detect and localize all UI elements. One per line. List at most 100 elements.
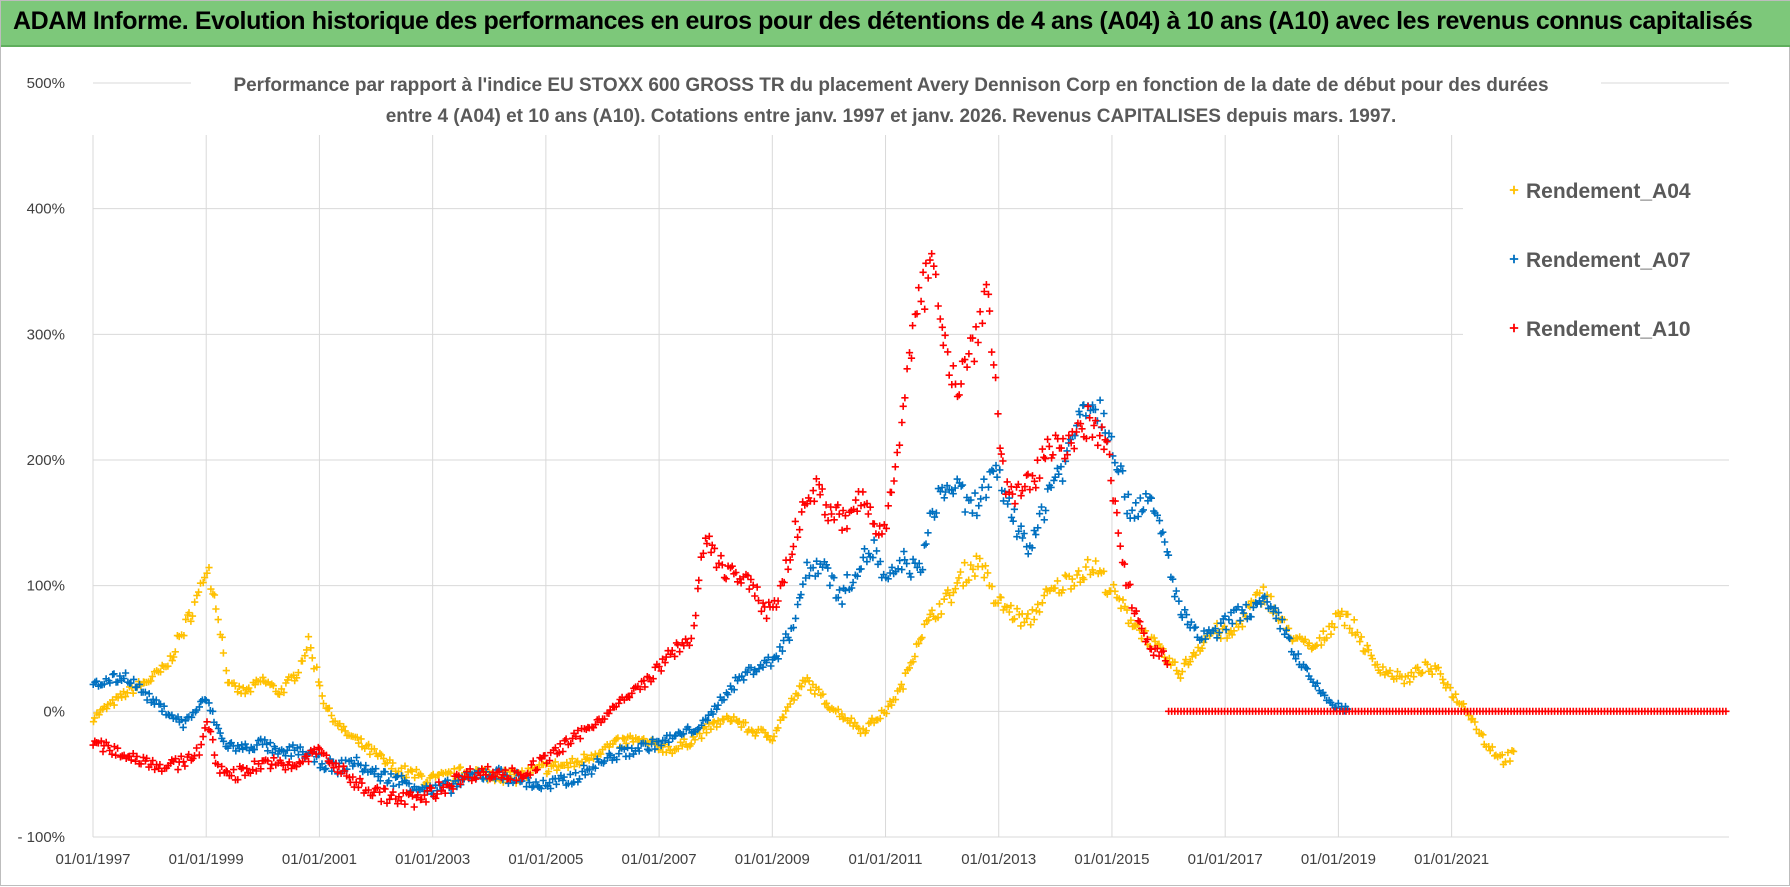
data-point-rendement_a04 <box>214 616 222 624</box>
data-point-rendement_a07 <box>697 721 706 729</box>
data-point-rendement_a10 <box>939 341 947 349</box>
legend-label: Rendement_A04 <box>1526 180 1691 203</box>
data-point-rendement_a10 <box>717 552 725 560</box>
data-point-rendement_a10 <box>364 786 373 794</box>
data-point-rendement_a04 <box>205 564 213 572</box>
data-point-rendement_a10 <box>358 779 366 787</box>
data-point-rendement_a07 <box>214 724 223 733</box>
data-point-rendement_a04 <box>749 728 757 736</box>
data-point-rendement_a04 <box>935 600 944 608</box>
data-point-rendement_a04 <box>897 680 905 688</box>
data-point-rendement_a04 <box>307 644 315 652</box>
data-point-rendement_a10 <box>796 526 804 534</box>
data-point-rendement_a10 <box>876 522 884 530</box>
data-point-rendement_a10 <box>1098 423 1106 431</box>
data-point-rendement_a10 <box>841 512 849 520</box>
data-point-rendement_a10 <box>555 749 563 757</box>
data-point-rendement_a07 <box>1242 601 1250 609</box>
data-point-rendement_a10 <box>662 653 670 661</box>
data-point-rendement_a04 <box>1406 678 1414 686</box>
data-point-rendement_a04 <box>1376 669 1384 677</box>
x-tick-label: 01/01/1999 <box>169 851 244 868</box>
data-point-rendement_a10 <box>201 724 209 732</box>
data-point-rendement_a04 <box>735 717 743 725</box>
data-point-rendement_a07 <box>841 586 849 595</box>
legend-marker <box>1509 185 1519 195</box>
y-tick-label: - 100% <box>17 829 65 846</box>
data-point-rendement_a04 <box>377 751 385 759</box>
data-point-rendement_a10 <box>757 607 765 615</box>
data-point-rendement_a10 <box>257 765 265 773</box>
data-point-rendement_a04 <box>716 720 724 728</box>
data-point-rendement_a04 <box>1344 610 1352 618</box>
data-point-rendement_a10 <box>1030 477 1039 485</box>
data-point-rendement_a10 <box>839 506 847 515</box>
data-point-rendement_a07 <box>1247 613 1255 621</box>
data-point-rendement_a10 <box>1003 478 1011 486</box>
data-point-rendement_a07 <box>1286 634 1294 643</box>
data-point-rendement_a10 <box>891 463 899 471</box>
data-point-rendement_a10 <box>414 791 422 799</box>
data-point-rendement_a07 <box>967 496 975 504</box>
data-point-rendement_a10 <box>882 524 890 532</box>
data-point-rendement_a10 <box>339 762 348 770</box>
data-point-rendement_a07 <box>977 495 985 503</box>
data-point-rendement_a10 <box>887 488 895 496</box>
data-point-rendement_a07 <box>799 580 807 588</box>
data-point-rendement_a07 <box>919 566 927 574</box>
title-background <box>191 63 1601 133</box>
data-point-rendement_a04 <box>1073 571 1081 579</box>
data-point-rendement_a07 <box>813 557 821 565</box>
data-point-rendement_a04 <box>1386 667 1394 675</box>
data-point-rendement_a10 <box>133 752 141 760</box>
data-point-rendement_a04 <box>1407 669 1415 677</box>
data-point-rendement_a04 <box>1013 605 1021 613</box>
data-point-rendement_a07 <box>1257 600 1265 608</box>
data-point-rendement_a10 <box>969 334 977 342</box>
data-point-rendement_a04 <box>1501 758 1509 766</box>
data-point-rendement_a10 <box>322 751 330 759</box>
data-point-rendement_a04 <box>691 736 699 744</box>
data-point-rendement_a07 <box>606 751 614 759</box>
data-point-rendement_a07 <box>884 575 892 583</box>
data-point-rendement_a07 <box>362 761 370 770</box>
data-point-rendement_a07 <box>1057 463 1065 471</box>
data-point-rendement_a07 <box>1267 603 1275 611</box>
data-point-rendement_a10 <box>591 721 600 729</box>
data-point-rendement_a10 <box>1143 635 1151 643</box>
data-point-rendement_a04 <box>542 760 550 768</box>
data-point-rendement_a04 <box>956 568 965 576</box>
data-point-rendement_a10 <box>903 365 911 373</box>
data-point-rendement_a04 <box>794 691 802 699</box>
data-point-rendement_a04 <box>980 574 988 582</box>
data-point-rendement_a04 <box>210 591 219 599</box>
data-point-rendement_a10 <box>895 441 904 449</box>
data-point-rendement_a04 <box>1417 669 1425 678</box>
data-point-rendement_a07 <box>168 711 176 719</box>
data-point-rendement_a04 <box>1230 627 1238 635</box>
data-point-rendement_a10 <box>838 526 846 534</box>
data-point-rendement_a07 <box>720 696 728 704</box>
data-point-rendement_a10 <box>401 800 409 808</box>
data-point-rendement_a07 <box>1294 650 1302 658</box>
data-point-rendement_a04 <box>838 710 846 718</box>
data-point-rendement_a04 <box>1003 603 1011 611</box>
data-point-rendement_a10 <box>373 783 381 791</box>
data-point-rendement_a07 <box>1091 406 1099 414</box>
data-point-rendement_a07 <box>848 584 856 592</box>
data-point-rendement_a10 <box>615 699 623 707</box>
data-point-rendement_a10 <box>1114 529 1122 537</box>
data-point-rendement_a07 <box>1309 678 1317 686</box>
data-point-rendement_a04 <box>121 693 130 701</box>
data-point-rendement_a04 <box>568 755 576 763</box>
data-point-rendement_a04 <box>984 569 992 577</box>
data-point-rendement_a10 <box>974 338 982 347</box>
data-point-rendement_a04 <box>259 673 267 681</box>
data-point-rendement_a10 <box>605 709 613 717</box>
data-point-rendement_a10 <box>389 788 397 796</box>
data-point-rendement_a07 <box>982 493 990 502</box>
data-point-rendement_a04 <box>1035 608 1044 616</box>
data-point-rendement_a10 <box>1113 509 1121 517</box>
data-point-rendement_a10 <box>1132 607 1140 615</box>
data-point-rendement_a07 <box>1263 598 1271 606</box>
